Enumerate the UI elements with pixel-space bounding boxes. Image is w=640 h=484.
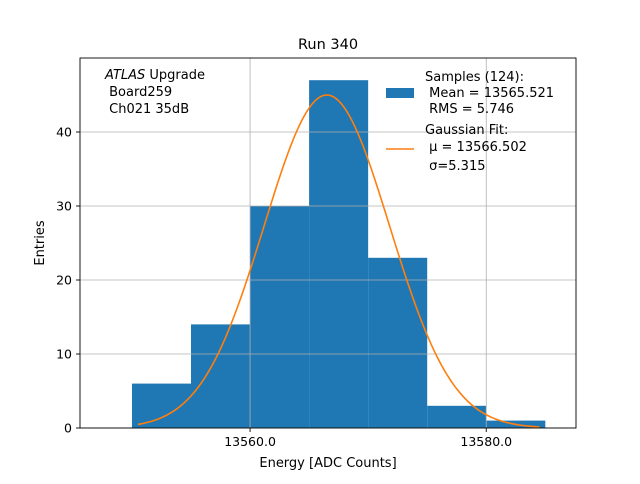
legend-fit-line-3: σ=5.315: [425, 159, 485, 174]
x-axis-ticks: 13560.0 13580.0: [224, 428, 512, 449]
legend-hist-line-2: Mean = 13565.521: [425, 86, 554, 101]
annotation-line-2: Board259: [105, 85, 172, 100]
histogram-bar: [368, 257, 428, 428]
legend-hist-line-1: Samples (124):: [425, 70, 524, 85]
legend-mu-text: μ = 13566.502: [425, 140, 527, 155]
legend-hist-line-3: RMS = 5.746: [425, 102, 514, 117]
legend-fit-line-2: μ = 13566.502: [425, 140, 527, 155]
histogram-bar: [131, 383, 192, 428]
annotation-atlas: ATLAS: [104, 68, 145, 83]
annotation-line-1: ATLAS Upgrade: [104, 68, 205, 83]
annotation-line-3: Ch021 35dB: [105, 102, 189, 117]
histogram-bar: [309, 80, 369, 428]
legend-hist-swatch: [386, 88, 414, 98]
y-tick-label: 20: [56, 273, 72, 288]
histogram-bar: [250, 206, 310, 428]
histogram-bars: [131, 80, 546, 428]
x-tick-label: 13560.0: [224, 434, 276, 449]
y-tick-label: 10: [56, 347, 72, 362]
y-axis-label: Entries: [33, 220, 48, 266]
histogram-bar: [191, 324, 251, 428]
annotation-upgrade: Upgrade: [145, 68, 205, 83]
x-axis-label: Energy [ADC Counts]: [259, 456, 396, 471]
atlas-annotation: ATLAS Upgrade Board259 Ch021 35dB: [104, 68, 205, 117]
y-axis-ticks: 0 10 20 30 40: [56, 125, 80, 436]
plot-frame: [79, 57, 577, 429]
legend-fit-line-1: Gaussian Fit:: [425, 123, 508, 138]
chart-title: Run 340: [298, 37, 358, 53]
y-tick-label: 0: [64, 421, 72, 436]
legend: Samples (124): Mean = 13565.521 RMS = 5.…: [386, 70, 554, 174]
gaussian-fit-curve: [137, 94, 540, 428]
x-tick-label: 13580.0: [460, 434, 512, 449]
histogram-bar: [427, 405, 487, 428]
y-tick-label: 30: [56, 199, 72, 214]
y-tick-label: 40: [56, 125, 72, 140]
